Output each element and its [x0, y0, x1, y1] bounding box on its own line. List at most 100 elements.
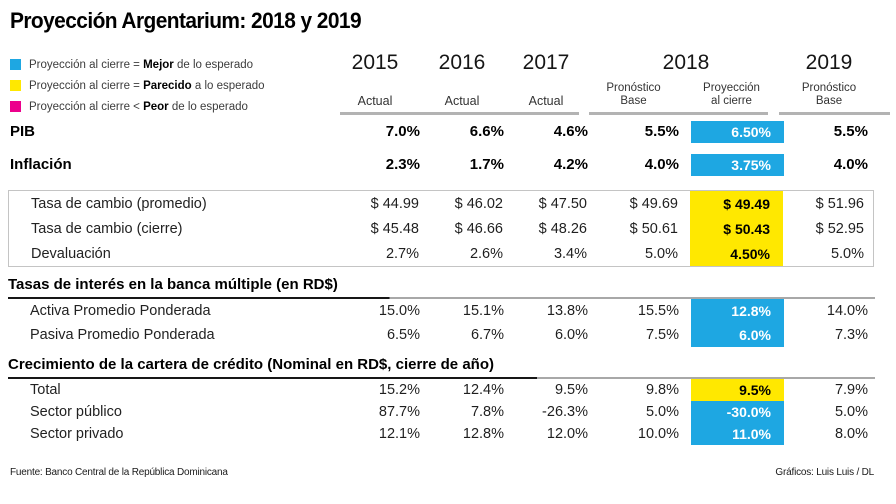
value-cell: 6.6% — [469, 123, 504, 140]
graphics-credit: Gráficos: Luis Luis / DL — [775, 467, 874, 478]
row-label: Tasa de cambio (promedio) — [31, 195, 207, 212]
value-cell: $ 47.50 — [538, 195, 587, 212]
column-year-2017: 2017 — [522, 51, 570, 74]
projection-cell: $ 50.43 — [678, 216, 783, 241]
value-cell: 5.5% — [644, 123, 679, 140]
value-cell: $ 46.66 — [454, 220, 503, 237]
row-label: Pasiva Promedio Ponderada — [30, 327, 215, 343]
value-cell: -26.3% — [542, 404, 588, 420]
value-cell: 4.0% — [833, 156, 868, 173]
column-sub-2016: Actual — [444, 94, 480, 108]
value-cell: 14.0% — [826, 303, 868, 319]
value-cell: 87.7% — [378, 404, 420, 420]
projection-cell: 6.0% — [679, 323, 784, 347]
row-label: Activa Promedio Ponderada — [30, 303, 211, 319]
column-sub-2017: Actual — [528, 94, 564, 108]
legend-swatch-magenta — [10, 101, 21, 112]
row-inflacion: Inflación 2.3% 1.7% 4.2% 4.0% 3.75% 4.0% — [8, 148, 896, 181]
value-cell: 12.1% — [378, 426, 420, 442]
value-cell: 15.5% — [637, 303, 679, 319]
projection-cell: 4.50% — [678, 241, 783, 266]
row-tasa-cambio-promedio: Tasa de cambio (promedio) $ 44.99 $ 46.0… — [9, 191, 873, 216]
value-cell: 2.7% — [385, 245, 419, 262]
value-cell: 10.0% — [637, 426, 679, 442]
row-sector-privado: Sector privado 12.1% 12.8% 12.0% 10.0% 1… — [8, 423, 896, 445]
row-pasiva: Pasiva Promedio Ponderada 6.5% 6.7% 6.0%… — [8, 323, 896, 347]
value-cell: 13.8% — [546, 303, 588, 319]
value-cell: 4.6% — [553, 123, 588, 140]
projection-highlight-blue: 6.50% — [691, 120, 784, 143]
row-label: Total — [30, 382, 61, 398]
column-sub-2018-proyeccion: Proyección al cierre — [679, 82, 784, 112]
value-cell: 5.0% — [644, 245, 678, 262]
projection-cell: -30.0% — [679, 401, 784, 423]
projection-highlight-blue: 6.0% — [691, 323, 784, 347]
value-cell: 7.5% — [645, 327, 679, 343]
projection-cell: 12.8% — [679, 299, 784, 323]
value-cell: 6.0% — [554, 327, 588, 343]
value-cell: 1.7% — [469, 156, 504, 173]
legend-swatch-blue — [10, 59, 21, 70]
value-cell: 3.4% — [553, 245, 587, 262]
footer: Fuente: Banco Central de la República Do… — [10, 467, 874, 478]
legend-text-bold: Parecido — [143, 79, 192, 92]
row-devaluacion: Devaluación 2.7% 2.6% 3.4% 5.0% 4.50% 5.… — [9, 241, 873, 266]
value-cell: $ 46.02 — [454, 195, 503, 212]
value-cell: $ 49.69 — [629, 195, 678, 212]
projection-highlight-blue: 3.75% — [691, 153, 784, 176]
value-cell: 4.2% — [553, 156, 588, 173]
section-title-cartera: Crecimiento de la cartera de crédito (No… — [8, 356, 494, 373]
legend-text-prefix: Proyección al cierre = — [29, 58, 144, 71]
projection-highlight-yellow: 4.50% — [690, 241, 783, 266]
value-cell: 5.0% — [830, 245, 864, 262]
value-cell: 9.8% — [645, 382, 679, 398]
section-title-tasas: Tasas de interés en la banca múltiple (e… — [8, 276, 338, 293]
row-activa: Activa Promedio Ponderada 15.0% 15.1% 13… — [8, 299, 896, 323]
row-sector-publico: Sector público 87.7% 7.8% -26.3% 5.0% -3… — [8, 401, 896, 423]
value-cell: $ 50.61 — [629, 220, 678, 237]
projection-highlight-yellow: 9.5% — [691, 379, 784, 401]
exchange-rate-box: Tasa de cambio (promedio) $ 44.99 $ 46.0… — [8, 190, 874, 267]
legend-text-bold: Peor — [143, 100, 169, 113]
value-cell: $ 48.26 — [538, 220, 587, 237]
column-year-2016: 2016 — [438, 51, 486, 74]
page-title: Proyección Argentarium: 2018 y 2019 — [10, 8, 362, 33]
legend-label: Proyección al cierre = Mejor de lo esper… — [29, 59, 253, 71]
row-label: Inflación — [10, 156, 72, 173]
projection-highlight-yellow: $ 50.43 — [690, 216, 783, 241]
value-cell: 7.0% — [385, 123, 420, 140]
value-cell: 5.0% — [834, 404, 868, 420]
column-sub-line2: al cierre — [711, 95, 752, 107]
column-sub-line1: Proyección — [703, 82, 760, 94]
value-cell: 12.8% — [462, 426, 504, 442]
value-cell: 9.5% — [554, 382, 588, 398]
column-sub-2018-base: Pronóstico Base — [588, 82, 679, 112]
column-year-2019: 2019 — [805, 51, 853, 74]
value-cell: 4.0% — [644, 156, 679, 173]
column-sub-line2: Base — [620, 95, 647, 107]
source-credit: Fuente: Banco Central de la República Do… — [10, 467, 228, 478]
header-rule-2019 — [779, 112, 890, 115]
header-rules — [8, 112, 896, 115]
value-cell: 7.9% — [834, 382, 868, 398]
legend-text-prefix: Proyección al cierre < — [29, 100, 144, 113]
row-total: Total 15.2% 12.4% 9.5% 9.8% 9.5% 7.9% — [8, 379, 896, 401]
column-sub-line1: Pronóstico — [801, 82, 857, 94]
value-cell: $ 44.99 — [370, 195, 419, 212]
value-cell: 2.6% — [469, 245, 503, 262]
legend-item-parecido: Proyección al cierre = Parecido a lo esp… — [8, 75, 330, 96]
row-label: Sector privado — [30, 426, 124, 442]
legend-item-mejor: Proyección al cierre = Mejor de lo esper… — [8, 54, 330, 75]
column-year-2015: 2015 — [351, 51, 399, 74]
row-label: Sector público — [30, 404, 122, 420]
column-year-2018: 2018 — [662, 51, 710, 74]
legend-item-peor: Proyección al cierre < Peor de lo espera… — [8, 96, 330, 117]
projection-highlight-yellow: $ 49.49 — [690, 191, 783, 216]
value-cell: $ 52.95 — [815, 220, 864, 237]
value-cell: 6.5% — [386, 327, 420, 343]
value-cell: 15.2% — [378, 382, 420, 398]
projection-cell: 9.5% — [679, 379, 784, 401]
value-cell: 5.0% — [645, 404, 679, 420]
legend-label: Proyección al cierre = Parecido a lo esp… — [29, 80, 265, 92]
projection-highlight-blue: -30.0% — [691, 401, 784, 423]
